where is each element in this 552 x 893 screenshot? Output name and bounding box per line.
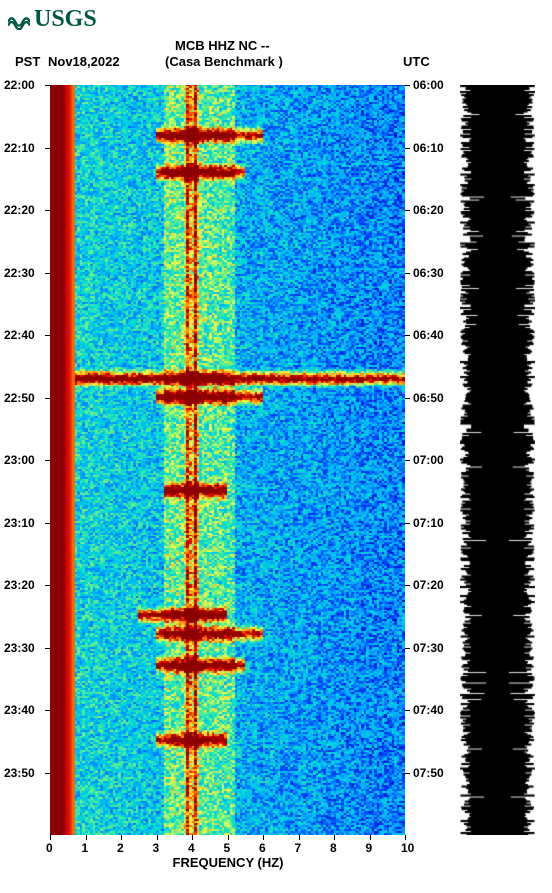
utc-tick-mark [405,523,410,524]
pst-tick-label: 22:40 [4,328,35,342]
hz-tick-label: 4 [188,841,195,855]
hz-tick-label: 7 [295,841,302,855]
pst-tick-label: 23:40 [4,703,35,717]
utc-tick-mark [405,585,410,586]
hz-tick-mark [157,835,158,840]
pst-tick-label: 22:20 [4,203,35,217]
pst-tick-mark [45,773,50,774]
station-line2: (Casa Benchmark ) [165,54,283,69]
utc-tick-mark [405,85,410,86]
pst-tick-mark [45,148,50,149]
spectrogram-canvas [50,85,405,835]
pst-tick-mark [45,648,50,649]
utc-tick-label: 06:20 [413,203,444,217]
utc-tick-mark [405,210,410,211]
pst-tick-mark [45,273,50,274]
hz-tick-label: 6 [259,841,266,855]
hz-tick-label: 8 [330,841,337,855]
pst-tick-label: 23:20 [4,578,35,592]
utc-tick-label: 07:10 [413,516,444,530]
utc-tick-mark [405,148,410,149]
hz-tick-mark [228,835,229,840]
hz-tick-mark [334,835,335,840]
pst-tick-label: 23:10 [4,516,35,530]
usgs-wave-icon [8,10,30,30]
utc-tick-mark [405,398,410,399]
hz-tick-mark [121,835,122,840]
utc-tick-label: 07:30 [413,641,444,655]
tz-right: UTC [403,54,430,69]
usgs-logo: USGS [8,6,97,33]
pst-tick-label: 23:30 [4,641,35,655]
hz-tick-label: 5 [224,841,231,855]
utc-tick-label: 06:00 [413,78,444,92]
x-axis-label: FREQUENCY (HZ) [173,855,284,870]
pst-tick-mark [45,460,50,461]
utc-tick-label: 07:20 [413,578,444,592]
pst-tick-mark [45,210,50,211]
hz-tick-mark [370,835,371,840]
hz-tick-mark [50,835,51,840]
hz-tick-mark [263,835,264,840]
pst-tick-mark [45,85,50,86]
hz-tick-mark [299,835,300,840]
utc-tick-mark [405,710,410,711]
utc-tick-label: 07:40 [413,703,444,717]
pst-tick-label: 22:30 [4,266,35,280]
usgs-logo-text: USGS [34,6,97,33]
hz-tick-label: 3 [153,841,160,855]
hz-tick-label: 10 [401,841,414,855]
utc-tick-label: 07:00 [413,453,444,467]
pst-tick-mark [45,335,50,336]
pst-tick-mark [45,523,50,524]
pst-tick-label: 23:00 [4,453,35,467]
header-date: Nov18,2022 [48,54,120,69]
hz-tick-label: 9 [366,841,373,855]
utc-tick-mark [405,335,410,336]
hz-tick-label: 0 [46,841,53,855]
utc-tick-label: 07:50 [413,766,444,780]
pst-tick-mark [45,585,50,586]
utc-tick-label: 06:50 [413,391,444,405]
utc-tick-label: 06:40 [413,328,444,342]
utc-tick-mark [405,648,410,649]
utc-tick-label: 06:10 [413,141,444,155]
utc-tick-label: 06:30 [413,266,444,280]
station-line1: MCB HHZ NC -- [175,38,270,53]
utc-tick-mark [405,273,410,274]
pst-tick-label: 22:50 [4,391,35,405]
hz-tick-mark [405,835,406,840]
pst-tick-label: 22:00 [4,78,35,92]
hz-tick-mark [86,835,87,840]
pst-tick-label: 22:10 [4,141,35,155]
utc-tick-mark [405,460,410,461]
pst-tick-mark [45,398,50,399]
pst-tick-label: 23:50 [4,766,35,780]
seismogram-canvas [460,85,535,835]
utc-tick-mark [405,773,410,774]
hz-tick-mark [192,835,193,840]
tz-left: PST [15,54,40,69]
hz-tick-label: 2 [117,841,124,855]
pst-tick-mark [45,710,50,711]
hz-tick-label: 1 [82,841,89,855]
